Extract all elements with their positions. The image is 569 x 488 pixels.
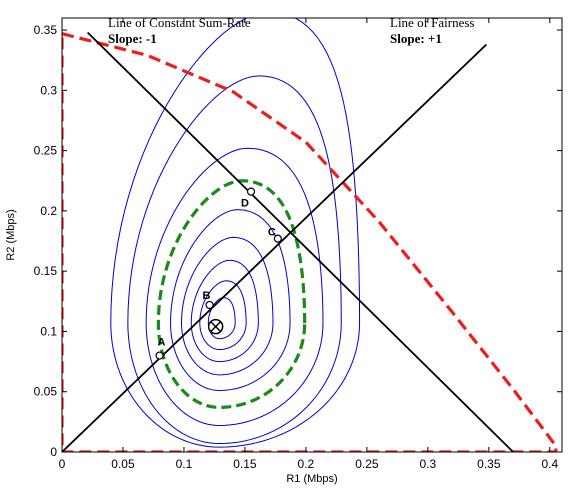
x-tick-label: 0.2 bbox=[298, 457, 315, 471]
contour-7 bbox=[127, 75, 342, 445]
point-label-b: B bbox=[203, 290, 211, 302]
plot-frame bbox=[61, 17, 563, 453]
x-tick-label: 0.25 bbox=[355, 457, 379, 471]
point-label-c: C bbox=[268, 227, 276, 239]
sum-rate-annotation-title: Line of Constant Sum-Rate bbox=[108, 15, 251, 30]
y-tick-label: 0.3 bbox=[40, 83, 57, 97]
optimum-cross-b bbox=[210, 321, 222, 333]
lines-layer bbox=[62, 31, 558, 452]
point-c bbox=[273, 234, 282, 243]
y-tick-label: 0.2 bbox=[40, 204, 57, 218]
sum-rate-annotation-slope: Slope: -1 bbox=[108, 31, 157, 46]
ticks-layer: 0 0.05 0.1 0.15 0.2 0.25 0.3 0.35 0.4 0 0.05 0.1 0.1… bbox=[34, 18, 562, 471]
y-tick-label: 0.25 bbox=[34, 144, 58, 158]
sum-rate-line bbox=[86, 31, 514, 452]
contour-5 bbox=[170, 209, 291, 392]
x-axis-label: R1 (Mbps) bbox=[286, 473, 337, 485]
x-tick-label: 0.35 bbox=[477, 457, 501, 471]
point-label-a: A bbox=[158, 337, 166, 349]
dashed-red-boundary bbox=[62, 32, 558, 452]
contour-1 bbox=[207, 297, 236, 340]
point-a bbox=[155, 351, 164, 360]
contour-8 bbox=[110, 18, 361, 448]
y-tick-label: 0.35 bbox=[34, 23, 58, 37]
x-tick-label: 0.1 bbox=[176, 457, 193, 471]
point-d bbox=[246, 187, 256, 196]
x-tick-label: 0.3 bbox=[420, 457, 437, 471]
x-tick-label: 0.15 bbox=[233, 457, 257, 471]
contours-layer bbox=[110, 18, 361, 448]
axes-layer bbox=[61, 17, 563, 453]
contour-2 bbox=[199, 280, 247, 351]
y-tick-label: 0.05 bbox=[34, 385, 58, 399]
fairness-line bbox=[62, 43, 488, 452]
x-tick-label: 0.4 bbox=[541, 457, 558, 471]
point-b bbox=[205, 300, 214, 310]
contour-4 bbox=[181, 236, 274, 376]
contour-6 bbox=[145, 147, 324, 426]
point-label-d: D bbox=[241, 198, 249, 210]
y-tick-label: 0.1 bbox=[40, 324, 57, 338]
dashed-green-contour bbox=[156, 179, 307, 409]
x-tick-label: 0 bbox=[59, 457, 66, 471]
y-tick-label: 0.15 bbox=[34, 264, 58, 278]
contour-3 bbox=[190, 259, 259, 363]
x-tick-label: 0.05 bbox=[111, 457, 135, 471]
y-tick-label: 0 bbox=[50, 445, 57, 459]
points-layer: A B C D bbox=[155, 187, 282, 360]
y-axis-label: R2 (Mbps) bbox=[5, 209, 17, 260]
fairness-annotation-title: Line of Fairness bbox=[390, 15, 474, 30]
fairness-annotation-slope: Slope: +1 bbox=[390, 31, 442, 46]
